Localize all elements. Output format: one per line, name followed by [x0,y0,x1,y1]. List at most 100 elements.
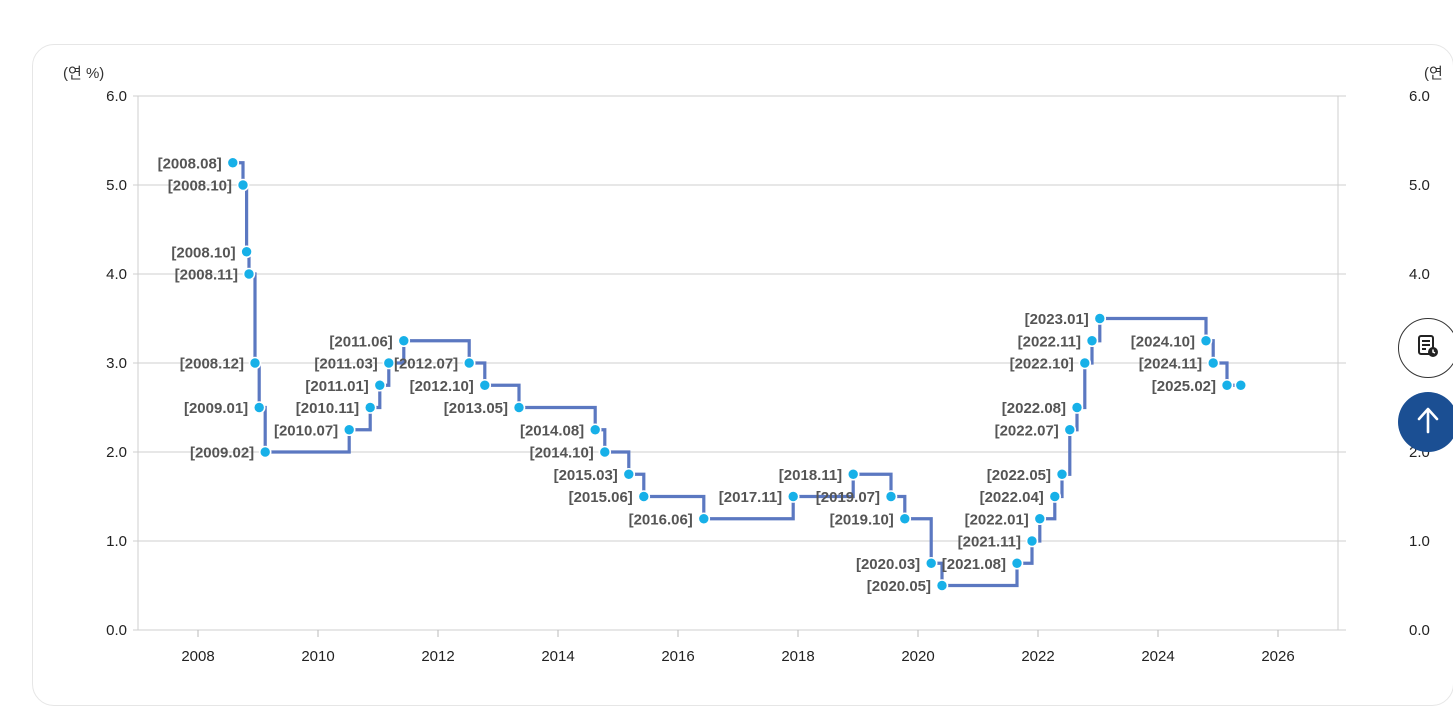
arrow-up-icon [1414,405,1442,440]
y-tick-label: 2.0 [106,444,127,461]
data-label: [2020.03] [856,556,920,573]
series-line [232,161,1241,588]
right-y-tick-label: 0.0 [1409,622,1430,639]
x-tick-label: 2010 [301,648,334,665]
data-point [588,423,602,437]
data-point [1199,334,1213,348]
x-tick-label: 2026 [1261,648,1294,665]
x-tick-label: 2024 [1141,648,1174,665]
data-label: [2012.07] [394,356,458,373]
data-label: [2012.10] [410,378,474,395]
data-point [236,178,250,192]
right-y-tick-label: 5.0 [1409,177,1430,194]
data-point [1055,467,1069,481]
data-label: [2009.02] [190,445,254,462]
scroll-to-top-button[interactable] [1398,392,1453,452]
x-tick-label: 2016 [661,648,694,665]
data-label: [2010.07] [274,422,338,439]
data-label: [2014.08] [520,422,584,439]
data-label: [2022.04] [980,489,1044,506]
data-label: [2025.02] [1152,378,1216,395]
data-point [598,445,612,459]
document-clock-icon [1415,333,1441,364]
data-label: [2011.01] [305,378,368,395]
data-label: [2016.06] [629,511,693,528]
data-point [1063,423,1077,437]
data-label: [2013.05] [444,400,508,417]
right-y-tick-label: 1.0 [1409,533,1430,550]
data-point [248,356,262,370]
data-label: [2017.11] [719,489,782,506]
x-tick-label: 2008 [181,648,214,665]
data-point [226,156,240,170]
data-label: [2021.11] [958,534,1021,551]
data-label: [2008.10] [171,244,235,261]
y-tick-label: 1.0 [106,533,127,550]
data-label: [2015.03] [554,467,618,484]
data-point [898,512,912,526]
data-point [373,378,387,392]
data-point [1234,378,1248,392]
data-point [478,378,492,392]
data-point [252,401,266,414]
data-label: [2008.12] [180,356,244,373]
data-point [1033,512,1047,526]
data-point [697,512,711,526]
y-axis-unit-label: (연 %) [63,65,105,82]
data-point [1070,401,1084,414]
data-point [258,445,272,459]
data-label: [2019.07] [816,489,880,506]
data-label: [2011.03] [314,356,377,373]
data-point [786,490,800,503]
y-tick-label: 6.0 [106,88,127,105]
data-point [1010,556,1024,570]
data-point [884,490,898,503]
data-label: [2009.01] [184,400,248,417]
data-point [240,245,253,259]
x-tick-label: 2018 [781,648,814,665]
data-label: [2008.10] [168,178,232,195]
data-label: [2023.01] [1025,311,1089,328]
data-label: [2018.11] [779,467,842,484]
data-label: [2022.11] [1018,333,1081,350]
data-point [242,267,256,281]
data-point [382,356,396,370]
data-point [512,401,526,414]
data-label: [2022.08] [1002,400,1066,417]
x-tick-label: 2020 [901,648,934,665]
data-point [1025,534,1039,548]
data-point [846,467,860,481]
x-tick-label: 2012 [421,648,454,665]
data-point [1093,312,1107,325]
data-point [363,401,377,414]
data-label: [2022.10] [1010,356,1074,373]
y-tick-label: 5.0 [106,177,127,194]
data-point [622,467,636,481]
y-tick-label: 0.0 [106,622,127,639]
data-point [342,423,356,437]
data-point [1078,356,1092,370]
data-label: [2008.11] [175,267,238,284]
data-label: [2011.06] [329,333,392,350]
data-point [1206,356,1220,370]
data-label: [2022.01] [965,511,1029,528]
data-point [1048,490,1062,503]
data-point [924,556,938,570]
history-button[interactable] [1398,318,1453,378]
x-tick-label: 2014 [541,648,574,665]
data-point [462,356,476,370]
chart-card [32,44,1453,706]
data-point [397,334,411,348]
data-label: [2020.05] [867,578,931,595]
x-tick-label: 2022 [1021,648,1054,665]
data-point [637,490,651,503]
y-tick-label: 3.0 [106,355,127,372]
data-label: [2022.07] [995,422,1059,439]
data-label: [2019.10] [830,511,894,528]
y-axis-unit-label-right: (연 [1424,65,1443,82]
y-tick-label: 4.0 [106,266,127,283]
data-label: [2024.10] [1131,333,1195,350]
right-y-tick-label: 4.0 [1409,266,1430,283]
data-label: [2021.08] [942,556,1006,573]
data-label: [2014.10] [530,445,594,462]
